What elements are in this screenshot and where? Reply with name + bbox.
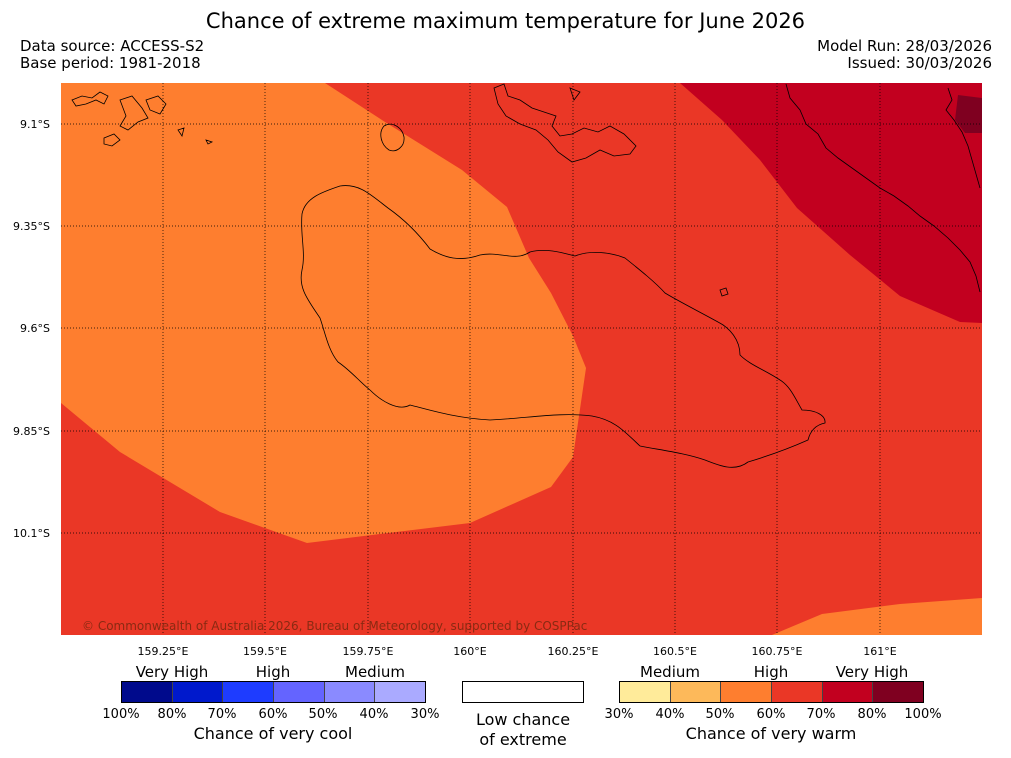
cool-caption: Chance of very cool <box>193 724 353 743</box>
cool-percent-label: 30% <box>410 707 440 722</box>
warm-category-label: Medium <box>640 663 700 681</box>
warm-percent-label: 50% <box>705 707 735 722</box>
cool-category-label: Very High <box>135 663 209 681</box>
source-info: Data source: ACCESS-S2 Base period: 1981… <box>20 38 204 72</box>
warm-swatch-4 <box>822 682 874 702</box>
cool-swatch-1 <box>172 682 224 702</box>
lon-label: 160.5°E <box>653 645 697 658</box>
cool-swatch-5 <box>375 682 426 702</box>
lon-label: 160.25°E <box>547 645 599 658</box>
model-run: Model Run: 28/03/2026 <box>817 37 992 55</box>
cool-percent-label: 60% <box>258 707 288 722</box>
coast-north <box>493 83 637 163</box>
forecast-map <box>61 83 982 635</box>
cool-swatch-2 <box>223 682 275 702</box>
cool-swatch-4 <box>324 682 376 702</box>
cool-percent-label: 100% <box>102 707 140 722</box>
base-period: Base period: 1981-2018 <box>20 54 201 72</box>
warm-percent-label: 40% <box>655 707 685 722</box>
warm-swatch-2 <box>721 682 773 702</box>
lat-label: 9.85°S <box>13 425 50 438</box>
warm-category-label: High <box>753 663 789 681</box>
lon-label: 161°E <box>863 645 897 658</box>
band-70-80 <box>680 83 982 323</box>
warm-swatch-0 <box>620 682 671 702</box>
coast-nw <box>71 91 214 147</box>
graticule <box>61 83 982 635</box>
lon-label: 159.25°E <box>137 645 189 658</box>
cool-percent-label: 70% <box>207 707 237 722</box>
run-info: Model Run: 28/03/2026 Issued: 30/03/2026 <box>817 38 992 72</box>
low-chance-box <box>462 681 584 703</box>
band-50-60-main <box>61 83 586 543</box>
warm-percent-label: 80% <box>857 707 887 722</box>
lat-label: 9.35°S <box>13 220 50 233</box>
data-source: Data source: ACCESS-S2 <box>20 37 205 55</box>
lon-label: 159.5°E <box>243 645 287 658</box>
chart-title: Chance of extreme maximum temperature fo… <box>205 9 806 33</box>
band-80-100 <box>955 95 982 133</box>
lat-label: 9.6°S <box>20 322 50 335</box>
warm-percent-label: 70% <box>806 707 836 722</box>
cool-percent-label: 80% <box>157 707 187 722</box>
cool-percent-label: 40% <box>359 707 389 722</box>
warm-caption: Chance of very warm <box>685 724 857 743</box>
cool-category-label: High <box>255 663 291 681</box>
low-chance-caption-line2: of extreme <box>479 730 567 749</box>
cool-category-label: Medium <box>345 663 405 681</box>
warm-swatch-5 <box>873 682 924 702</box>
warm-swatch-1 <box>670 682 722 702</box>
warm-category-label: Very High <box>835 663 909 681</box>
warm-percent-label: 100% <box>904 707 942 722</box>
island-small <box>380 123 405 152</box>
cool-swatch-3 <box>274 682 325 702</box>
low-chance-caption-line1: Low chance <box>475 710 571 729</box>
island-main <box>300 185 826 468</box>
warm-percent-label: 60% <box>756 707 786 722</box>
cool-percent-label: 50% <box>308 707 338 722</box>
lon-label: 160.75°E <box>751 645 803 658</box>
issued-date: Issued: 30/03/2026 <box>847 54 992 72</box>
copyright-notice: © Commonwealth of Australia 2026, Bureau… <box>82 619 588 633</box>
lat-label: 10.1°S <box>13 527 50 540</box>
lon-label: 159.75°E <box>342 645 394 658</box>
lat-label: 9.1°S <box>20 118 50 131</box>
band-50-60-corner <box>771 598 982 635</box>
warm-swatch-3 <box>772 682 823 702</box>
cool-color-bar <box>121 681 426 703</box>
cool-swatch-0 <box>122 682 173 702</box>
warm-percent-label: 30% <box>604 707 634 722</box>
warm-color-bar <box>619 681 924 703</box>
lon-label: 160°E <box>453 645 487 658</box>
